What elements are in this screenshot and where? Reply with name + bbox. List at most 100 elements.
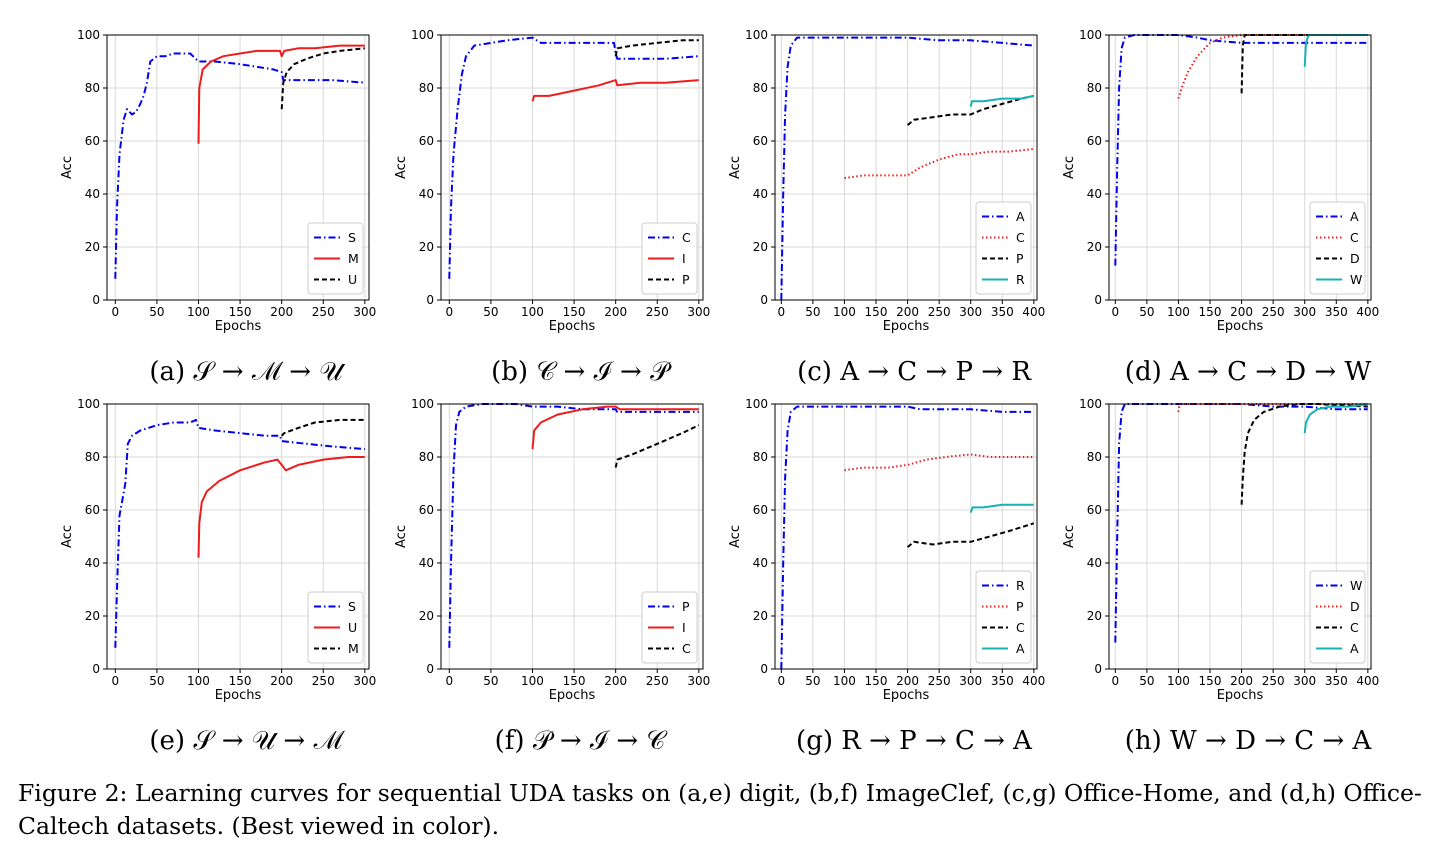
x-tick-label: 0 (111, 674, 119, 688)
y-tick-label: 0 (1094, 662, 1102, 676)
x-tick-label: 200 (270, 674, 293, 688)
y-tick-label: 100 (1079, 28, 1102, 42)
y-tick-label: 80 (1087, 81, 1102, 95)
y-tick-label: 20 (85, 609, 100, 623)
series-line-U (197, 456, 365, 558)
figure-caption: Figure 2: Learning curves for sequential… (18, 779, 1422, 840)
x-tick-label: 350 (1325, 305, 1348, 319)
x-tick-label: 250 (1262, 305, 1285, 319)
series-line-A (1114, 34, 1368, 266)
legend-label: P (1016, 599, 1024, 614)
y-tick-label: 80 (753, 81, 768, 95)
x-tick-label: 250 (646, 674, 669, 688)
x-tick-label: 150 (563, 305, 586, 319)
y-tick-label: 0 (426, 662, 434, 676)
legend-label: C (1016, 230, 1025, 245)
legend-label: I (682, 620, 686, 635)
series-line-C (906, 522, 1035, 548)
legend-label: M (348, 251, 359, 266)
y-tick-label: 100 (745, 28, 768, 42)
y-tick-label: 20 (419, 240, 434, 254)
legend-label: C (1350, 620, 1359, 635)
x-tick-label: 300 (959, 674, 982, 688)
y-axis-label: Acc (394, 156, 409, 179)
y-tick-label: 0 (92, 293, 100, 307)
plot-frame (1108, 403, 1372, 670)
x-tick-label: 250 (928, 305, 951, 319)
y-tick-label: 0 (92, 662, 100, 676)
x-tick-label: 100 (1167, 305, 1190, 319)
y-tick-label: 40 (1087, 187, 1102, 201)
legend-label: A (1016, 209, 1025, 224)
x-tick-label: 50 (1139, 305, 1154, 319)
x-tick-label: 250 (312, 305, 335, 319)
x-tick-label: 400 (1022, 305, 1045, 319)
y-tick-label: 20 (753, 240, 768, 254)
legend-label: I (682, 251, 686, 266)
y-tick-label: 40 (753, 187, 768, 201)
x-tick-label: 50 (483, 305, 498, 319)
x-tick-label: 50 (149, 674, 164, 688)
legend-box (975, 201, 1032, 295)
y-axis-label: Acc (60, 525, 75, 548)
legend-label: W (1350, 578, 1362, 593)
y-tick-label: 60 (419, 503, 434, 517)
y-tick-label: 0 (426, 293, 434, 307)
y-tick-label: 20 (1087, 240, 1102, 254)
y-tick-label: 60 (753, 134, 768, 148)
plot-frame (774, 403, 1038, 670)
y-tick-label: 60 (1087, 134, 1102, 148)
legend-label: C (1350, 230, 1359, 245)
x-tick-label: 250 (1262, 674, 1285, 688)
y-tick-label: 40 (419, 556, 434, 570)
series-line-U (280, 47, 365, 110)
x-tick-label: 300 (1293, 674, 1316, 688)
y-tick-label: 80 (1087, 450, 1102, 464)
y-tick-label: 100 (77, 397, 100, 411)
x-tick-label: 0 (445, 674, 453, 688)
x-tick-label: 200 (604, 305, 627, 319)
x-tick-label: 0 (777, 305, 785, 319)
subfigure-caption: (b) 𝒞 → ℐ → 𝒫 (491, 357, 672, 387)
y-tick-label: 80 (419, 450, 434, 464)
chart-panel-1: 0 50 100 150 200 250 300 0 20 40 60 80 100 Epochs Acc S… (60, 28, 376, 387)
x-tick-label: 300 (687, 305, 710, 319)
x-tick-label: 0 (777, 674, 785, 688)
legend-label: R (1016, 578, 1025, 593)
legend-label: C (1016, 620, 1025, 635)
x-tick-label: 100 (833, 674, 856, 688)
y-tick-label: 40 (85, 187, 100, 201)
legend-label: P (682, 599, 690, 614)
y-tick-label: 80 (419, 81, 434, 95)
legend-label: R (1016, 272, 1025, 287)
legend-label: A (1350, 209, 1359, 224)
x-tick-label: 150 (229, 674, 252, 688)
y-tick-label: 80 (85, 81, 100, 95)
x-tick-label: 100 (521, 674, 544, 688)
subfigure-caption: (h) W → D → C → A (1125, 726, 1373, 756)
y-tick-label: 100 (745, 397, 768, 411)
x-tick-label: 100 (833, 305, 856, 319)
x-tick-label: 200 (896, 674, 919, 688)
x-tick-label: 200 (604, 674, 627, 688)
series-line-C (844, 148, 1034, 180)
x-tick-label: 50 (149, 305, 164, 319)
plot-frame (106, 34, 370, 301)
legend-box (975, 570, 1032, 664)
series-line-A (1303, 403, 1368, 434)
y-axis-label: Acc (1062, 156, 1077, 179)
series-line-R (780, 405, 1034, 670)
series-line-C (614, 424, 700, 468)
series-line-M (280, 418, 365, 437)
y-axis-label: Acc (728, 156, 743, 179)
x-tick-label: 300 (959, 305, 982, 319)
x-tick-label: 300 (353, 305, 376, 319)
x-tick-label: 150 (865, 674, 888, 688)
y-tick-label: 0 (760, 662, 768, 676)
series-line-P (614, 39, 699, 57)
plot-frame (440, 403, 704, 670)
subfigure-caption: (f) 𝒫 → ℐ → 𝒞 (495, 726, 669, 756)
plot-frame (106, 403, 370, 670)
series-line-I (531, 405, 699, 450)
x-tick-label: 100 (521, 305, 544, 319)
